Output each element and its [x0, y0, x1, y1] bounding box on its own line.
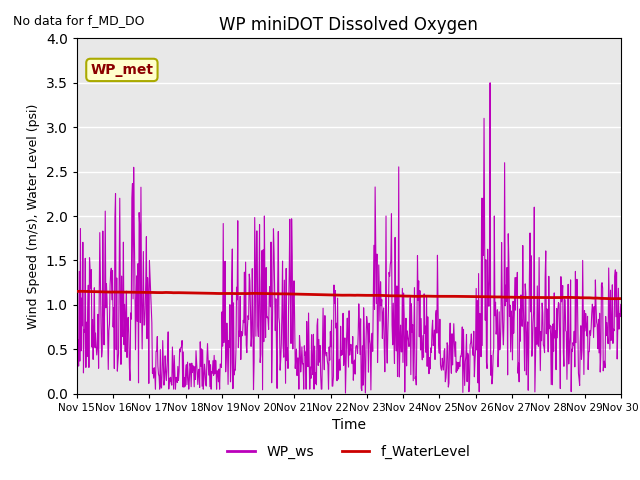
Text: No data for f_MD_DO: No data for f_MD_DO — [13, 14, 144, 27]
X-axis label: Time: Time — [332, 418, 366, 432]
Title: WP miniDOT Dissolved Oxygen: WP miniDOT Dissolved Oxygen — [220, 16, 478, 34]
Legend: WP_ws, f_WaterLevel: WP_ws, f_WaterLevel — [221, 440, 476, 465]
Text: WP_met: WP_met — [90, 63, 154, 77]
Y-axis label: Wind Speed (m/s), Water Level (psi): Wind Speed (m/s), Water Level (psi) — [28, 103, 40, 329]
